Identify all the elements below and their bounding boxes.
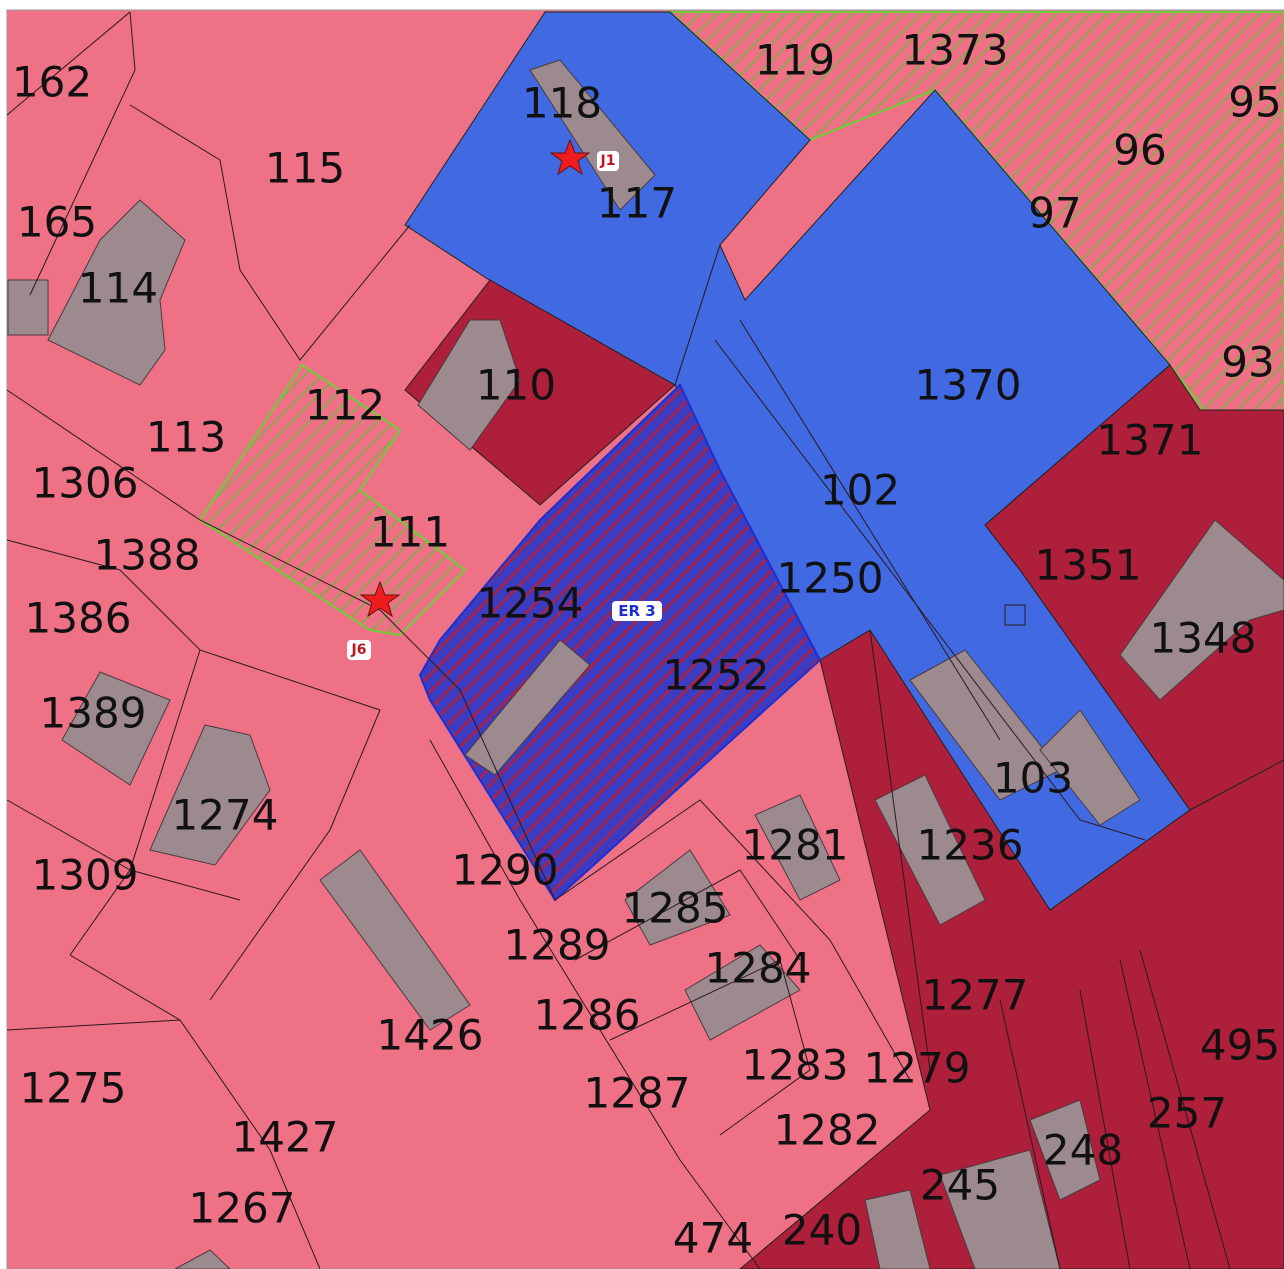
parcel-label: 1275	[20, 1064, 127, 1113]
parcel-label: 95	[1228, 78, 1281, 127]
parcel-label: 96	[1113, 126, 1166, 175]
parcel-label: 1284	[705, 944, 812, 993]
parcel-label: 110	[476, 361, 556, 410]
parcel-label: 102	[820, 466, 900, 515]
parcel-label: 240	[782, 1206, 862, 1255]
parcel-label: 1236	[917, 821, 1024, 870]
parcel-label: 162	[12, 58, 92, 107]
parcel-label: 495	[1200, 1021, 1280, 1070]
parcel-label: 119	[755, 36, 835, 85]
parcel-label: 1388	[94, 531, 201, 580]
parcel-label: 1287	[584, 1069, 691, 1118]
parcel-label: 1373	[902, 26, 1009, 75]
parcel-label: 93	[1221, 338, 1274, 387]
parcel-label: 1351	[1035, 541, 1142, 590]
parcel-label: 1285	[622, 884, 729, 933]
cadastral-map: 162 115 118 117 119 1373 95 96 97 165 114 93 110 1370…	[0, 0, 1284, 1269]
parcel-label: 103	[993, 754, 1073, 803]
parcel-label: 1426	[377, 1011, 484, 1060]
parcel-label: 115	[265, 144, 345, 193]
parcel-label: 117	[597, 179, 677, 228]
parcel-label: 165	[17, 198, 97, 247]
parcel-label: 114	[78, 264, 158, 313]
parcel-label: 474	[673, 1214, 753, 1263]
parcel-label: 1282	[774, 1106, 881, 1155]
parcel-label: 113	[146, 413, 226, 462]
marker-label: J6	[351, 642, 367, 658]
zone-label: ER 3	[618, 602, 655, 620]
parcel-label: 112	[305, 381, 385, 430]
parcel-label: 97	[1028, 189, 1081, 238]
parcel-label: 1281	[742, 821, 849, 870]
parcel-label: 1286	[534, 991, 641, 1040]
parcel-label: 1306	[32, 459, 139, 508]
parcel-label: 1309	[32, 851, 139, 900]
parcel-label: 1252	[663, 651, 770, 700]
parcel-label: 118	[522, 79, 602, 128]
marker-label: J1	[600, 153, 616, 169]
parcel-label: 1274	[172, 791, 279, 840]
parcel-label: 1277	[922, 971, 1029, 1020]
parcel-label: 257	[1147, 1089, 1227, 1138]
parcel-label: 1371	[1097, 416, 1204, 465]
parcel-label: 1427	[232, 1113, 339, 1162]
parcel-label: 1250	[777, 554, 884, 603]
parcel-label: 1289	[504, 921, 611, 970]
parcel-label: 1348	[1150, 614, 1257, 663]
parcel-label: 111	[370, 508, 450, 557]
parcel-label: 1389	[40, 689, 147, 738]
parcel-label: 1267	[189, 1184, 296, 1233]
parcel-label: 1279	[864, 1044, 971, 1093]
parcel-label: 1283	[742, 1041, 849, 1090]
parcel-label: 1370	[915, 361, 1022, 410]
parcel-label: 248	[1043, 1126, 1123, 1175]
parcel-label: 1254	[477, 579, 584, 628]
parcel-label: 245	[920, 1161, 1000, 1210]
parcel-label: 1386	[25, 594, 132, 643]
parcel-label: 1290	[452, 846, 559, 895]
building	[8, 280, 48, 335]
